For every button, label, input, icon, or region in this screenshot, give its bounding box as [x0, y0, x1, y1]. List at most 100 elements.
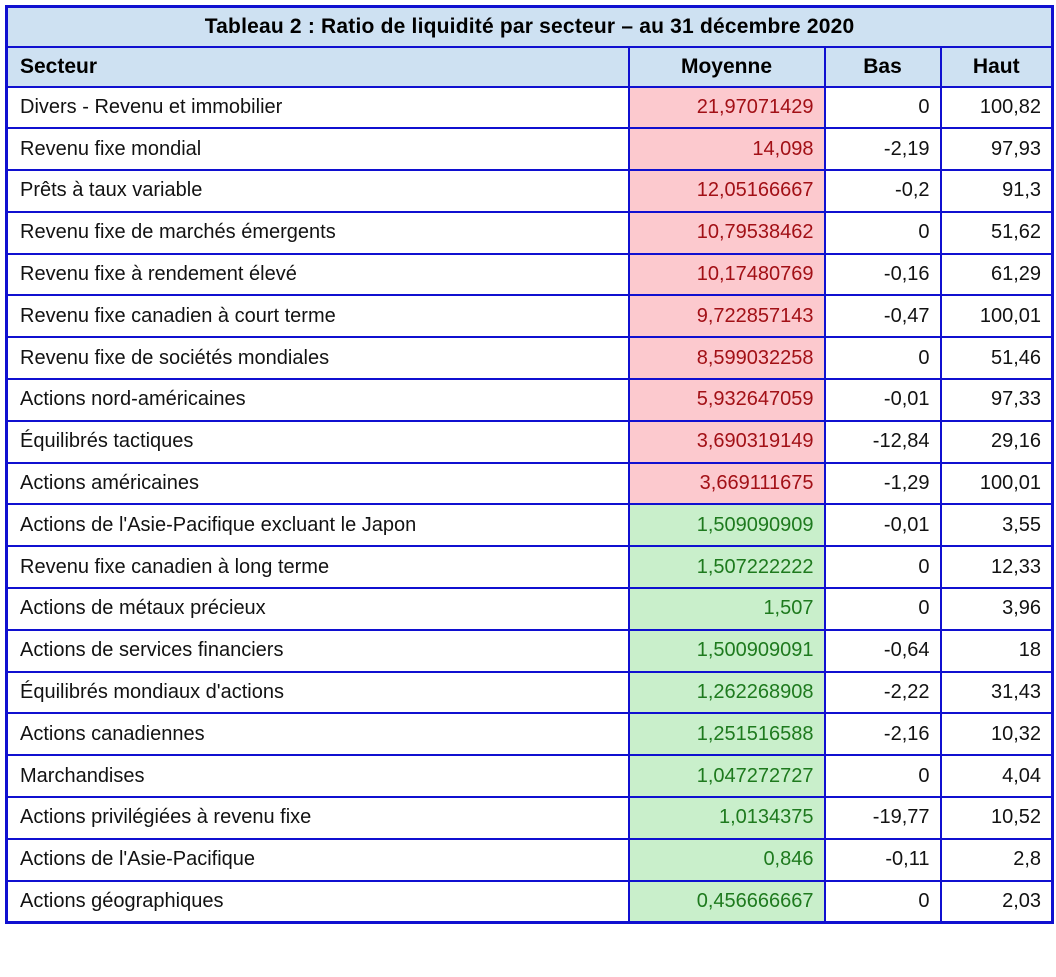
haut-cell: 3,55 [939, 503, 1054, 548]
moyenne-cell: 1,507222222 [627, 545, 826, 590]
haut-cell: 3,96 [939, 587, 1054, 631]
sector-cell: Équilibrés mondiaux d'actions [5, 670, 630, 715]
haut-cell: 18 [939, 628, 1054, 673]
table-row: Marchandises 1,047272727 0 4,04 [5, 754, 1054, 799]
moyenne-cell: 1,251516588 [627, 712, 826, 757]
table-row: Actions de l'Asie-Pacifique 0,846 -0,11 2,8 [5, 837, 1054, 882]
moyenne-cell: 1,262268908 [627, 670, 826, 715]
sector-cell: Divers - Revenu et immobilier [5, 85, 630, 130]
sector-cell: Actions de l'Asie-Pacifique [5, 837, 630, 882]
bas-cell: 0 [823, 545, 942, 590]
table-title: Tableau 2 : Ratio de liquidité par secte… [5, 5, 1054, 48]
table-row: Actions canadiennes 1,251516588 -2,16 10,32 [5, 712, 1054, 757]
sector-cell: Actions canadiennes [5, 712, 630, 757]
table-row: Revenu fixe canadien à court terme 9,7228… [5, 294, 1054, 339]
bas-cell: 0 [823, 336, 942, 381]
bas-cell: -0,01 [823, 378, 942, 422]
haut-cell: 91,3 [939, 169, 1054, 213]
bas-cell: 0 [823, 85, 942, 130]
sector-cell: Équilibrés tactiques [5, 419, 630, 464]
header-row: Secteur Moyenne Bas Haut [5, 45, 1054, 88]
bas-cell: -0,11 [823, 837, 942, 882]
sector-cell: Actions de métaux précieux [5, 587, 630, 631]
table-body: Divers - Revenu et immobilier 21,97071429… [5, 85, 1054, 924]
bas-cell: -0,64 [823, 628, 942, 673]
haut-cell: 10,32 [939, 712, 1054, 757]
table-row: Actions de l'Asie-Pacifique excluant le … [5, 503, 1054, 548]
bas-cell: -1,29 [823, 461, 942, 506]
haut-cell: 97,33 [939, 378, 1054, 422]
table-row: Actions américaines 3,669111675 -1,29 100,0… [5, 461, 1054, 506]
bas-cell: 0 [823, 587, 942, 631]
sector-cell: Revenu fixe mondial [5, 127, 630, 172]
bas-cell: -19,77 [823, 796, 942, 840]
haut-cell: 100,82 [939, 85, 1054, 130]
table-row: Équilibrés tactiques 3,690319149 -12,84 29,… [5, 419, 1054, 464]
haut-cell: 4,04 [939, 754, 1054, 799]
bas-cell: -0,16 [823, 252, 942, 297]
sector-cell: Actions de services financiers [5, 628, 630, 673]
moyenne-cell: 3,669111675 [627, 461, 826, 506]
title-row: Tableau 2 : Ratio de liquidité par secte… [5, 5, 1054, 48]
liquidity-table: Tableau 2 : Ratio de liquidité par secte… [5, 5, 1055, 924]
haut-cell: 51,46 [939, 336, 1054, 381]
column-header-haut: Haut [939, 45, 1054, 88]
bas-cell: -2,19 [823, 127, 942, 172]
bas-cell: 0 [823, 879, 942, 924]
sector-cell: Revenu fixe canadien à court terme [5, 294, 630, 339]
column-header-secteur: Secteur [5, 45, 630, 88]
sector-cell: Actions géographiques [5, 879, 630, 924]
moyenne-cell: 3,690319149 [627, 419, 826, 464]
sector-cell: Revenu fixe de marchés émergents [5, 210, 630, 255]
table-row: Actions nord-américaines 5,932647059 -0,01… [5, 378, 1054, 422]
haut-cell: 61,29 [939, 252, 1054, 297]
haut-cell: 2,8 [939, 837, 1054, 882]
bas-cell: 0 [823, 210, 942, 255]
table-row: Actions de métaux précieux 1,507 0 3,96 [5, 587, 1054, 631]
haut-cell: 12,33 [939, 545, 1054, 590]
haut-cell: 29,16 [939, 419, 1054, 464]
table-row: Revenu fixe de sociétés mondiales 8,59903… [5, 336, 1054, 381]
moyenne-cell: 10,79538462 [627, 210, 826, 255]
haut-cell: 97,93 [939, 127, 1054, 172]
column-header-bas: Bas [823, 45, 942, 88]
table-row: Divers - Revenu et immobilier 21,97071429… [5, 85, 1054, 130]
sector-cell: Actions nord-américaines [5, 378, 630, 422]
sector-cell: Revenu fixe à rendement élevé [5, 252, 630, 297]
moyenne-cell: 1,0134375 [627, 796, 826, 840]
haut-cell: 100,01 [939, 294, 1054, 339]
sector-cell: Revenu fixe de sociétés mondiales [5, 336, 630, 381]
bas-cell: -2,16 [823, 712, 942, 757]
bas-cell: -2,22 [823, 670, 942, 715]
moyenne-cell: 10,17480769 [627, 252, 826, 297]
sector-cell: Revenu fixe canadien à long terme [5, 545, 630, 590]
table-row: Revenu fixe à rendement élevé 10,17480769… [5, 252, 1054, 297]
sector-cell: Actions américaines [5, 461, 630, 506]
moyenne-cell: 21,97071429 [627, 85, 826, 130]
moyenne-cell: 9,722857143 [627, 294, 826, 339]
haut-cell: 51,62 [939, 210, 1054, 255]
bas-cell: -0,2 [823, 169, 942, 213]
haut-cell: 2,03 [939, 879, 1054, 924]
haut-cell: 10,52 [939, 796, 1054, 840]
sector-cell: Marchandises [5, 754, 630, 799]
moyenne-cell: 1,500909091 [627, 628, 826, 673]
bas-cell: 0 [823, 754, 942, 799]
moyenne-cell: 12,05166667 [627, 169, 826, 213]
bas-cell: -0,47 [823, 294, 942, 339]
moyenne-cell: 5,932647059 [627, 378, 826, 422]
table-row: Équilibrés mondiaux d'actions 1,262268908… [5, 670, 1054, 715]
moyenne-cell: 14,098 [627, 127, 826, 172]
moyenne-cell: 0,846 [627, 837, 826, 882]
moyenne-cell: 1,509090909 [627, 503, 826, 548]
moyenne-cell: 0,456666667 [627, 879, 826, 924]
sector-cell: Actions de l'Asie-Pacifique excluant le … [5, 503, 630, 548]
table-row: Revenu fixe canadien à long terme 1,50722… [5, 545, 1054, 590]
table-row: Revenu fixe de marchés émergents 10,79538… [5, 210, 1054, 255]
moyenne-cell: 1,047272727 [627, 754, 826, 799]
haut-cell: 100,01 [939, 461, 1054, 506]
sector-cell: Prêts à taux variable [5, 169, 630, 213]
bas-cell: -0,01 [823, 503, 942, 548]
table-row: Prêts à taux variable 12,05166667 -0,2 91,3 [5, 169, 1054, 213]
